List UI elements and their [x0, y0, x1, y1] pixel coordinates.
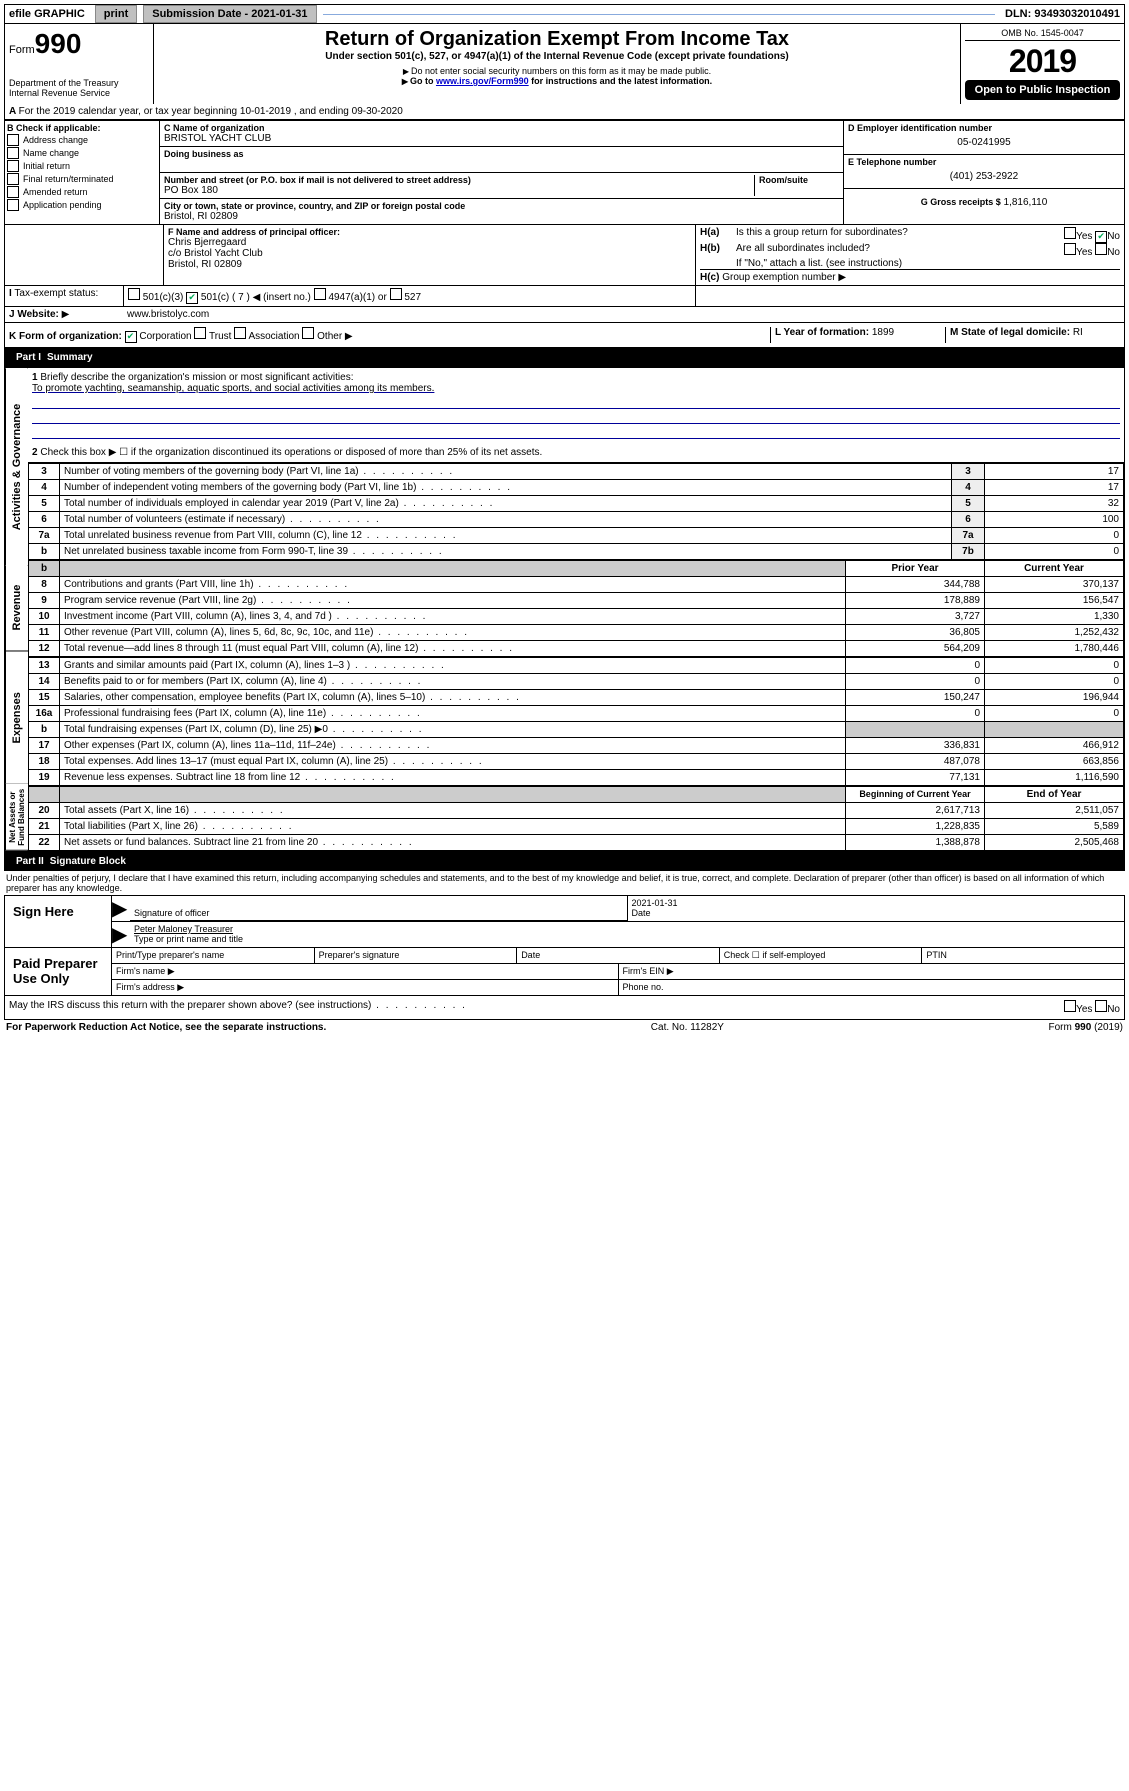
- side-revenue: Revenue: [5, 565, 28, 651]
- website: www.bristolyc.com: [123, 307, 1124, 322]
- footer: For Paperwork Reduction Act Notice, see …: [4, 1020, 1125, 1035]
- efile-label: efile GRAPHIC: [5, 6, 89, 22]
- form-header: Form990 Department of the Treasury Inter…: [4, 24, 1125, 104]
- discuss-row: May the IRS discuss this return with the…: [4, 996, 1125, 1020]
- header-center: Return of Organization Exempt From Incom…: [154, 24, 961, 104]
- net-table: Beginning of Current YearEnd of Year 20T…: [28, 786, 1124, 851]
- row-klm: K Form of organization: Corporation Trus…: [4, 323, 1125, 348]
- warning: Do not enter social security numbers on …: [158, 66, 956, 76]
- perjury: Under penalties of perjury, I declare th…: [4, 871, 1125, 895]
- side-governance: Activities & Governance: [5, 368, 28, 565]
- sign-here-block: Sign Here ▶Signature of officer2021-01-3…: [4, 895, 1125, 948]
- section-c: C Name of organizationBRISTOL YACHT CLUB…: [160, 121, 844, 224]
- ein: 05-0241995: [848, 133, 1120, 152]
- form-number: 990: [35, 28, 82, 59]
- submission-date: Submission Date - 2021-01-31: [143, 5, 316, 23]
- part1-body: Activities & Governance Revenue Expenses…: [4, 367, 1125, 852]
- cb-address[interactable]: Address change: [7, 134, 157, 146]
- section-bcd: B Check if applicable: Address change Na…: [4, 120, 1125, 225]
- form-subtitle: Under section 501(c), 527, or 4947(a)(1)…: [158, 51, 956, 62]
- section-h: H(a)Is this a group return for subordina…: [696, 225, 1124, 285]
- row-j: J Website: ▶ www.bristolyc.com: [4, 307, 1125, 323]
- 501c7-checked: [186, 292, 198, 304]
- expenses-table: 13Grants and similar amounts paid (Part …: [28, 657, 1124, 786]
- ha-no-checked: [1095, 231, 1107, 243]
- form-title: Return of Organization Exempt From Incom…: [158, 28, 956, 51]
- gross-receipts: 1,816,110: [1004, 197, 1048, 208]
- mission: To promote yachting, seamanship, aquatic…: [32, 383, 1120, 394]
- sig-date: 2021-01-31: [632, 898, 678, 908]
- section-b: B Check if applicable: Address change Na…: [5, 121, 160, 224]
- cb-name[interactable]: Name change: [7, 147, 157, 159]
- line-a: A For the 2019 calendar year, or tax yea…: [4, 104, 1125, 120]
- section-f: F Name and address of principal officer:…: [164, 225, 696, 285]
- part1-header: Part I Summary: [4, 348, 1125, 367]
- dln: DLN: 93493032010491: [1001, 6, 1124, 22]
- tax-year: 2019: [965, 43, 1120, 80]
- state-domicile: RI: [1073, 327, 1083, 338]
- topbar: efile GRAPHIC print Submission Date - 20…: [4, 4, 1125, 24]
- year-formation: 1899: [872, 327, 894, 338]
- spacer: [323, 14, 995, 15]
- cb-pending[interactable]: Application pending: [7, 199, 157, 211]
- section-d: D Employer identification number05-02419…: [844, 121, 1124, 224]
- part2-header: Part II Signature Block: [4, 852, 1125, 871]
- header-left: Form990 Department of the Treasury Inter…: [5, 24, 154, 104]
- governance-table: 3Number of voting members of the governi…: [28, 463, 1124, 560]
- dept: Department of the Treasury: [9, 78, 149, 88]
- row-fh: F Name and address of principal officer:…: [4, 225, 1125, 286]
- cb-amended[interactable]: Amended return: [7, 186, 157, 198]
- org-name: BRISTOL YACHT CLUB: [164, 133, 839, 144]
- side-expenses: Expenses: [5, 652, 28, 785]
- header-right: OMB No. 1545-0047 2019 Open to Public In…: [961, 24, 1124, 104]
- print-button[interactable]: print: [95, 5, 137, 23]
- cb-final[interactable]: Final return/terminated: [7, 173, 157, 185]
- irs: Internal Revenue Service: [9, 88, 149, 98]
- org-city: Bristol, RI 02809: [164, 211, 839, 222]
- revenue-table: bPrior YearCurrent Year 8Contributions a…: [28, 560, 1124, 657]
- side-net: Net Assets or Fund Balances: [5, 784, 28, 851]
- open-public: Open to Public Inspection: [965, 80, 1120, 100]
- goto-link[interactable]: www.irs.gov/Form990: [436, 76, 529, 86]
- cb-initial[interactable]: Initial return: [7, 160, 157, 172]
- org-address: PO Box 180: [164, 185, 754, 196]
- form-prefix: Form: [9, 44, 35, 56]
- row-tax-exempt: I Tax-exempt status: 501(c)(3) 501(c) ( …: [4, 286, 1125, 307]
- paid-preparer-block: Paid Preparer Use Only Print/Type prepar…: [4, 948, 1125, 996]
- omb: OMB No. 1545-0047: [965, 28, 1120, 41]
- goto-line: Go to www.irs.gov/Form990 for instructio…: [158, 76, 956, 86]
- corp-checked: [125, 331, 137, 343]
- phone: (401) 253-2922: [848, 167, 1120, 186]
- officer-name: Peter Maloney Treasurer: [134, 924, 233, 934]
